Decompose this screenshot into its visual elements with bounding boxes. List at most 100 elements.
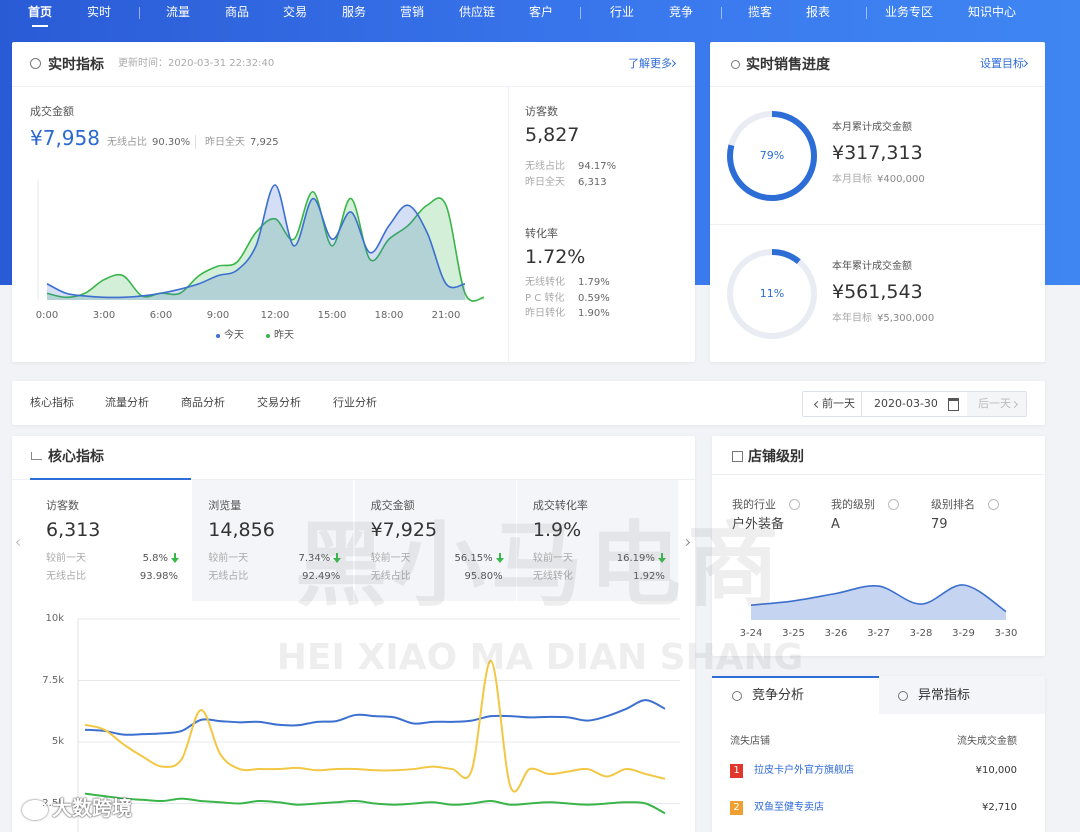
card-title: 店铺级别 xyxy=(748,449,804,465)
metric-label: 成交金额 xyxy=(30,105,74,118)
date-box xyxy=(802,391,1027,417)
legend-dot xyxy=(266,334,270,338)
stat-row-label: 昨日转化 xyxy=(525,308,565,319)
stat-label: 转化率 xyxy=(525,227,558,240)
prev-button[interactable] xyxy=(802,391,862,417)
metric-value: 1.9% xyxy=(532,519,582,541)
next-button[interactable] xyxy=(967,392,1026,416)
down-arrow xyxy=(495,553,504,563)
goal-value: ¥317,313 xyxy=(832,142,923,164)
card-title: 实时指标 xyxy=(48,57,104,73)
nav-item[interactable]: 竞争 xyxy=(668,5,694,19)
nav-separator xyxy=(580,7,581,19)
legend-label: 昨天 xyxy=(274,330,294,341)
nav-item[interactable]: 业务专区 xyxy=(884,5,934,19)
stat-row-label: 无线转化 xyxy=(525,277,565,288)
nav-item[interactable]: 服务 xyxy=(341,5,367,19)
goal-target: ¥5,300,000 xyxy=(877,313,935,324)
nav-item[interactable]: 交易 xyxy=(282,5,308,19)
stat-row-value: 1.90% xyxy=(578,308,610,319)
help-icon xyxy=(988,499,999,510)
nav-item[interactable]: 知识中心 xyxy=(967,5,1017,19)
stat-value: 1.72% xyxy=(525,246,586,268)
shop-name[interactable]: 拉皮卡户外官方旗舰店 xyxy=(754,765,854,776)
analysis-tab[interactable]: 交易分析 xyxy=(257,396,301,409)
nav-item[interactable]: 流量 xyxy=(165,5,191,19)
shop-name[interactable]: 双鱼至健专卖店 xyxy=(754,802,824,813)
calendar-icon xyxy=(948,398,959,411)
action-link[interactable]: 设置目标 xyxy=(980,57,1024,70)
divider xyxy=(710,86,1045,87)
more-link[interactable]: 了解更多 xyxy=(628,57,672,70)
sub-label: 无线占比 xyxy=(46,571,86,582)
x-tick-label: 3:00 xyxy=(92,310,116,321)
x-tick-label: 3-30 xyxy=(994,628,1018,639)
nav-item[interactable]: 商品 xyxy=(224,5,250,19)
metric-sub-value: 7,925 xyxy=(250,137,279,148)
sub-value: 93.98% xyxy=(139,571,178,582)
rank-badge xyxy=(730,801,743,815)
rank-number: 1 xyxy=(733,765,740,776)
metric-value: 14,856 xyxy=(208,519,275,541)
analysis-tab[interactable]: 商品分析 xyxy=(181,396,225,409)
metric-label: 访客数 xyxy=(46,499,79,512)
analysis-tab[interactable]: 核心指标 xyxy=(30,396,74,409)
metric-label: 成交转化率 xyxy=(532,499,588,512)
tab-label: 异常指标 xyxy=(918,688,971,703)
amount: ¥10,000 xyxy=(975,765,1017,776)
field-value: 79 xyxy=(931,517,948,532)
divider xyxy=(12,479,695,480)
card-title: 实时销售进度 xyxy=(746,57,830,73)
x-tick-label: 3-24 xyxy=(739,628,763,639)
y-tick-label: 5k xyxy=(51,736,64,747)
update-time: 更新时间：2020-03-31 22:32:40 xyxy=(118,58,275,69)
rank-badge xyxy=(730,764,743,778)
nav-separator xyxy=(866,7,867,19)
rank-number: 2 xyxy=(733,802,740,813)
card-title: 核心指标 xyxy=(48,449,104,465)
metric-card-bg xyxy=(354,480,516,601)
x-tick-label: 3-27 xyxy=(867,628,890,639)
nav-item[interactable]: 揽客 xyxy=(747,5,773,19)
x-tick-label: 0:00 xyxy=(35,310,59,321)
x-tick-label: 12:00 xyxy=(260,310,290,321)
nav-item[interactable]: 实时 xyxy=(86,5,112,19)
change-value: 56.15% xyxy=(454,553,493,564)
metric-sub-label: 昨日全天 xyxy=(205,137,245,148)
metric-card-bg xyxy=(192,480,354,601)
down-arrow xyxy=(171,553,179,563)
metric-value: ¥7,958 xyxy=(30,126,100,150)
analysis-tab[interactable]: 流量分析 xyxy=(105,396,149,409)
sub-label: 无线占比 xyxy=(208,571,249,582)
metric-card-bg xyxy=(516,480,678,601)
nav-item[interactable]: 首页 xyxy=(27,5,53,19)
nav-item[interactable]: 行业 xyxy=(609,5,635,19)
nav-separator xyxy=(139,7,140,19)
stat-row-label: 昨日全天 xyxy=(525,177,565,188)
x-tick-label: 9:00 xyxy=(206,310,230,321)
divider xyxy=(195,135,196,149)
y-tick-label: 2.5k xyxy=(42,797,64,809)
nav-item[interactable]: 供应链 xyxy=(458,5,496,19)
column-header: 流失店铺 xyxy=(730,736,770,747)
tab-icon xyxy=(732,691,742,701)
nav-item[interactable]: 营销 xyxy=(399,5,425,19)
nav-item[interactable]: 报表 xyxy=(805,5,831,19)
tab-active[interactable] xyxy=(712,676,879,714)
change-value: 16.19% xyxy=(616,553,655,564)
sub-label: 无线转化 xyxy=(532,571,573,582)
stat-value: 5,827 xyxy=(525,124,580,146)
x-tick-label: 21:00 xyxy=(431,310,461,321)
sub-value: 92.49% xyxy=(302,571,341,582)
divider xyxy=(12,86,695,87)
divider xyxy=(712,474,1045,475)
active-underline xyxy=(30,478,191,480)
analysis-tab[interactable]: 行业分析 xyxy=(333,396,377,409)
goal-target: ¥400,000 xyxy=(877,174,925,185)
target-icon xyxy=(731,60,740,69)
nav-item[interactable]: 客户 xyxy=(528,5,554,19)
metric-sub-label: 无线占比 xyxy=(107,137,147,148)
x-tick-label: 15:00 xyxy=(317,310,347,321)
sub-value: 1.92% xyxy=(633,571,665,582)
y-tick-label: 7.5k xyxy=(42,674,64,686)
